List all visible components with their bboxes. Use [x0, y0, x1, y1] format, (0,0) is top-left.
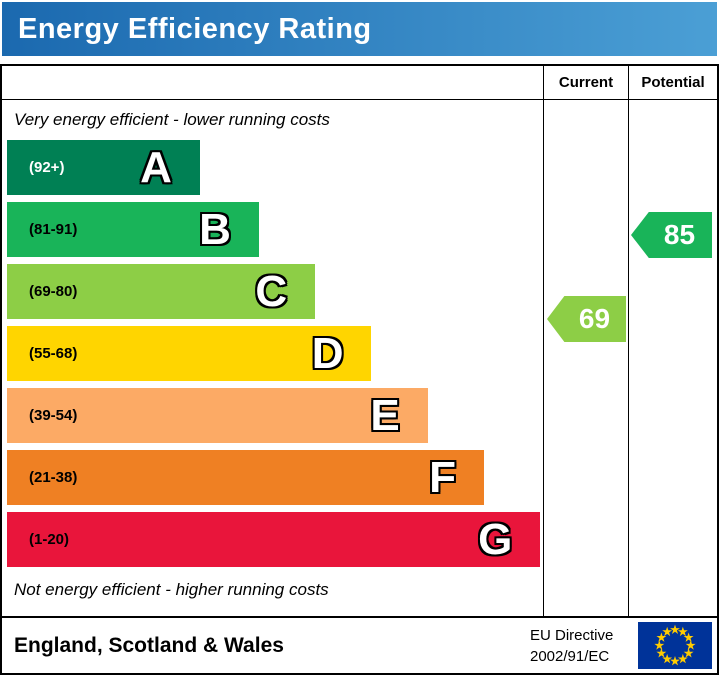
- band-bar-f: (21-38) F: [7, 450, 485, 505]
- band-letter: E: [370, 390, 400, 440]
- band-bar-c: (69-80) C: [7, 264, 316, 319]
- chart-frame: Current Potential Very energy efficient …: [0, 64, 719, 675]
- eu-flag-icon: [638, 622, 712, 669]
- band-row-a: (92+) A: [7, 140, 543, 195]
- header-divider-line: [2, 99, 717, 100]
- page-title: Energy Efficiency Rating: [18, 12, 372, 45]
- band-letter: C: [255, 266, 288, 316]
- potential-column-header: Potential: [641, 74, 705, 91]
- band-row-e: (39-54) E: [7, 388, 543, 443]
- current-column-divider: [543, 66, 544, 616]
- eu-directive-line2: 2002/91/EC: [530, 648, 610, 665]
- title-banner: Energy Efficiency Rating: [2, 2, 717, 56]
- potential-rating-value: 85: [663, 219, 696, 250]
- band-row-b: (81-91) B: [7, 202, 543, 257]
- eu-directive-line1: EU Directive: [530, 627, 614, 644]
- band-letter: B: [199, 204, 231, 254]
- band-bar-d: (55-68) D: [7, 326, 372, 381]
- band-range-label: (21-38): [29, 469, 78, 486]
- band-range-label: (81-91): [29, 221, 78, 238]
- region-label: England, Scotland & Wales: [14, 633, 284, 657]
- band-bar-b: (81-91) B: [7, 202, 259, 257]
- band-letter: D: [311, 328, 344, 378]
- band-range-label: (69-80): [29, 283, 78, 300]
- band-range-label: (39-54): [29, 407, 78, 424]
- potential-column-divider: [628, 66, 629, 616]
- band-row-g: (1-20) G: [7, 512, 543, 567]
- footer: England, Scotland & Wales EU Directive 2…: [2, 618, 717, 673]
- top-note: Very energy efficient - lower running co…: [14, 110, 330, 129]
- band-range-label: (55-68): [29, 345, 78, 362]
- bottom-note: Not energy efficient - higher running co…: [14, 580, 329, 599]
- band-bar-e: (39-54) E: [7, 388, 428, 443]
- band-row-c: (69-80) C: [7, 264, 543, 319]
- band-letter: F: [429, 452, 457, 502]
- chart-area: Current Potential Very energy efficient …: [2, 66, 717, 618]
- band-range-label: (92+): [29, 159, 65, 176]
- potential-rating-arrow: 85: [631, 212, 712, 258]
- eu-directive-label: EU Directive 2002/91/EC: [530, 625, 613, 667]
- current-rating-value: 69: [578, 303, 611, 334]
- current-rating-arrow: 69: [547, 296, 626, 342]
- band-row-f: (21-38) F: [7, 450, 543, 505]
- band-letter: G: [478, 514, 513, 564]
- band-bar-a: (92+) A: [7, 140, 200, 195]
- rating-bands: (92+) A (81-91) B (69-80) C (55-68) D (39-54) E (2…: [7, 140, 543, 574]
- band-row-d: (55-68) D: [7, 326, 543, 381]
- current-column-header: Current: [558, 74, 614, 91]
- band-letter: A: [140, 142, 172, 192]
- band-bar-g: (1-20) G: [7, 512, 541, 567]
- band-range-label: (1-20): [29, 531, 70, 548]
